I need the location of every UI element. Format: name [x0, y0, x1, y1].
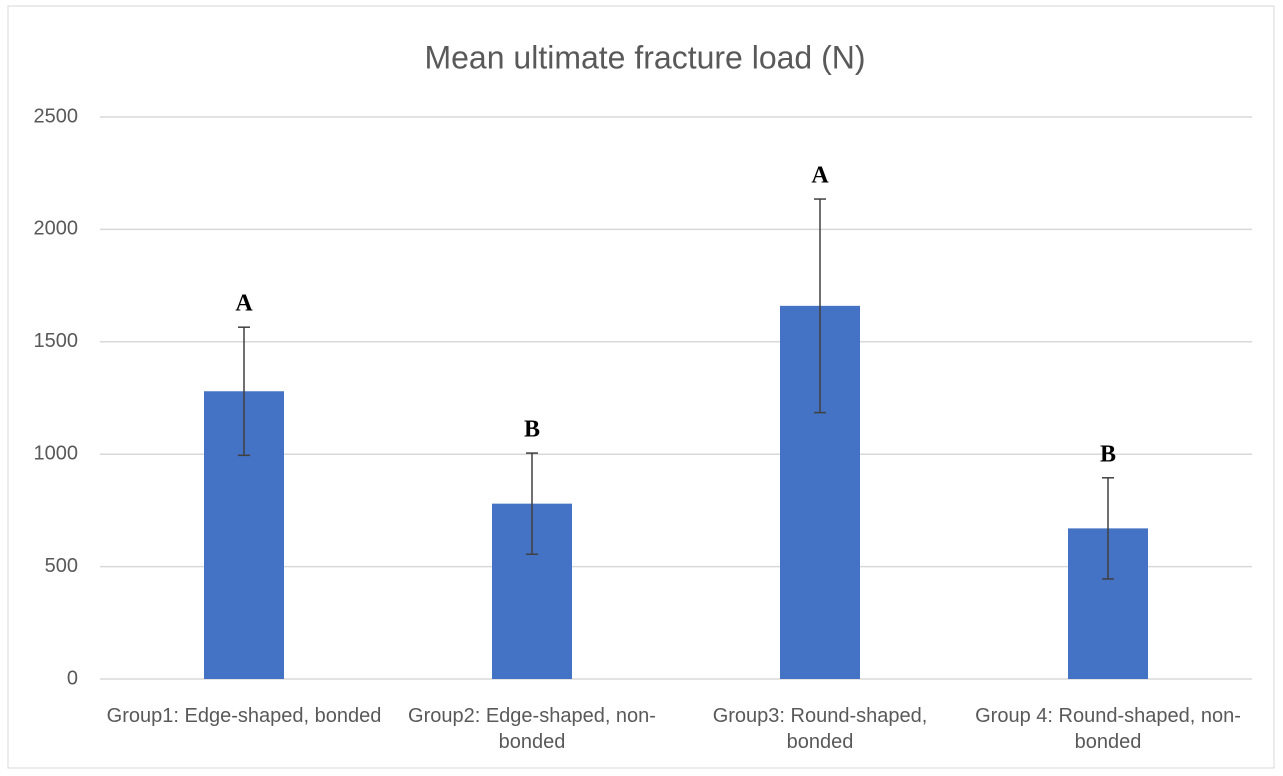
error-bar: [814, 198, 826, 414]
x-tick-label: Group2: Edge-shaped, non-bonded: [408, 705, 656, 753]
y-tick-label: 2000: [34, 218, 79, 240]
significance-label: B: [524, 417, 540, 443]
y-tick-label: 2500: [34, 105, 79, 127]
significance-label: A: [811, 163, 829, 189]
y-tick-label: 1500: [34, 330, 79, 352]
error-bar: [238, 326, 250, 457]
error-bar: [526, 452, 538, 555]
significance-label: B: [1100, 441, 1116, 467]
significance-label: A: [235, 291, 253, 317]
error-bar: [1102, 477, 1114, 580]
x-tick-label: Group1: Edge-shaped, bonded: [106, 705, 382, 727]
x-tick-label: Group3: Round-shaped, bonded: [712, 705, 928, 753]
chart-title: Mean ultimate fracture load (N): [424, 39, 865, 75]
y-tick-label: 500: [45, 555, 78, 577]
y-tick-label: 1000: [34, 442, 79, 464]
x-tick-label: Group 4: Round-shaped, non-bonded: [975, 705, 1241, 753]
y-tick-label: 0: [67, 667, 78, 689]
